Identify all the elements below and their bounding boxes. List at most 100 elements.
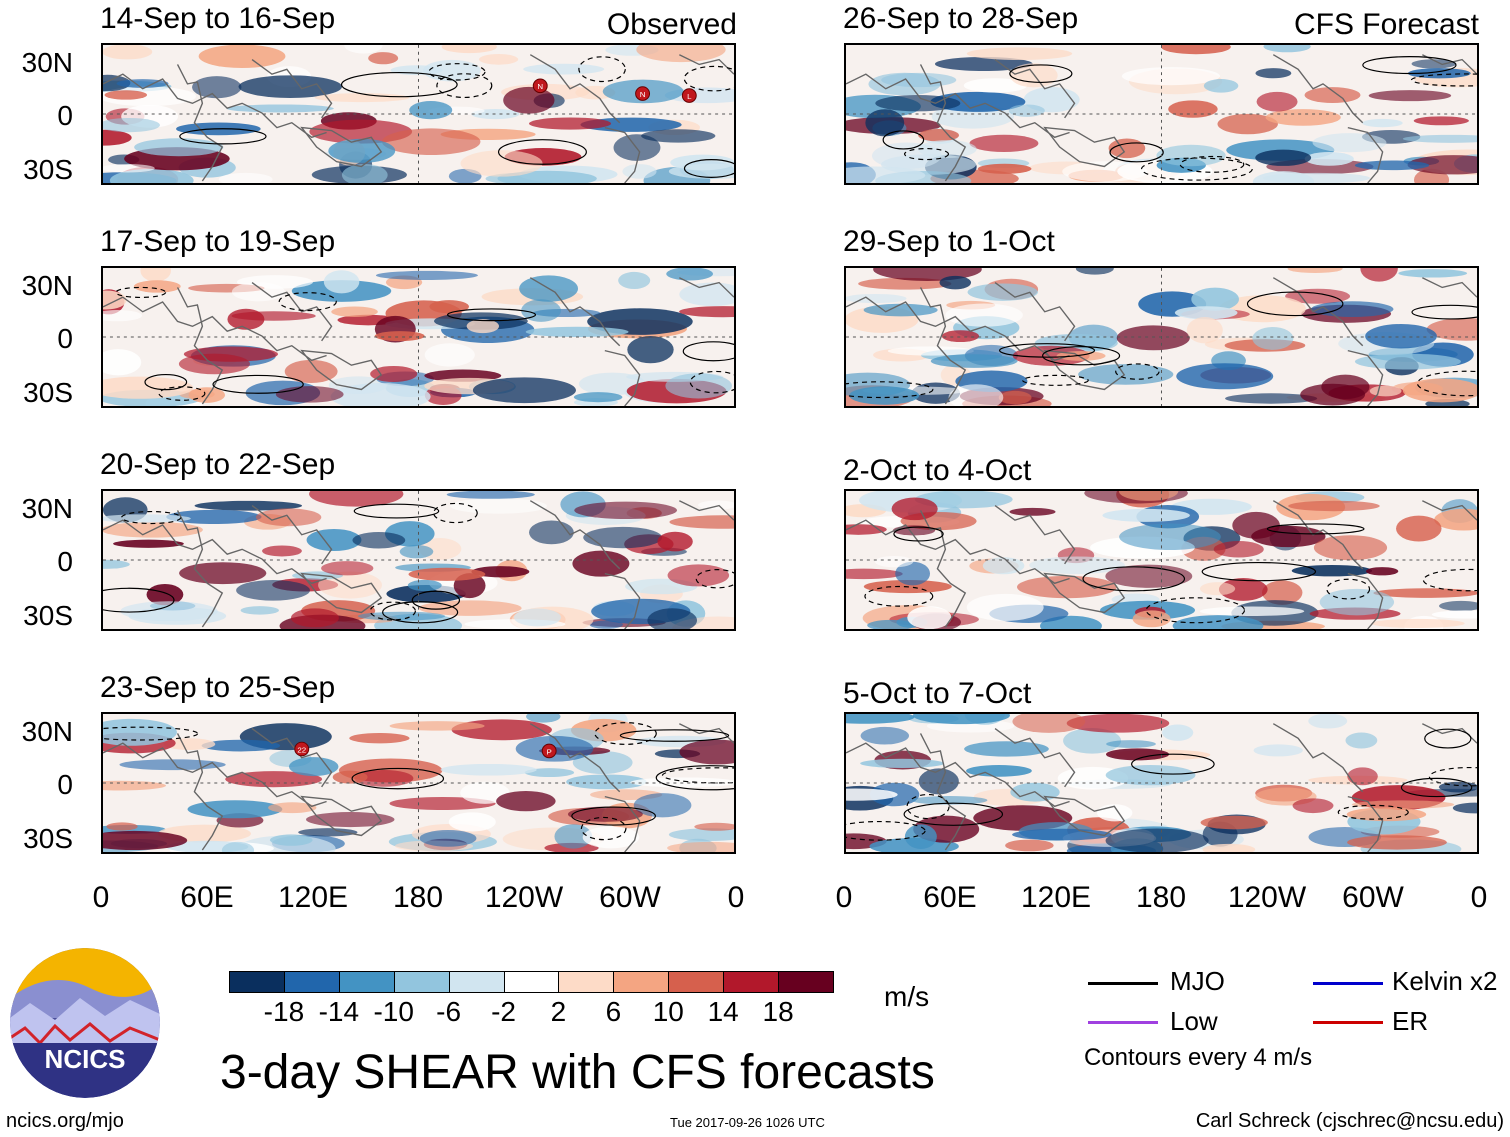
coastline xyxy=(994,728,1076,788)
shear-field-blob xyxy=(669,515,734,529)
storm-marker-label: 22 xyxy=(297,745,306,754)
mjo-contour xyxy=(1179,155,1245,173)
shear-field-blob xyxy=(1262,580,1303,605)
shear-field-blob xyxy=(133,280,181,293)
coastline xyxy=(1043,349,1126,391)
legend-label-low: Low xyxy=(1170,1006,1218,1036)
shear-field-blob xyxy=(471,566,530,578)
coastline xyxy=(103,73,327,139)
shear-field-blob xyxy=(1413,116,1469,126)
lon-label: 180 xyxy=(392,881,444,914)
shear-field-blob xyxy=(1119,491,1179,501)
mjo-contour xyxy=(212,374,304,394)
shear-field-blob xyxy=(289,757,339,777)
shear-field-blob xyxy=(446,491,535,499)
shear-field-blob xyxy=(103,310,142,322)
mjo-contour xyxy=(353,503,440,519)
mjo-contour xyxy=(1411,304,1477,320)
mjo-contour xyxy=(433,502,478,524)
shear-field-blob xyxy=(865,109,905,137)
shear-field-blob xyxy=(1005,839,1054,852)
coastline xyxy=(919,510,967,628)
coastline xyxy=(1347,349,1384,406)
shear-field-blob xyxy=(523,63,605,75)
shear-field-blob xyxy=(1439,600,1477,612)
coastline xyxy=(176,287,224,405)
shear-field-blob xyxy=(309,491,404,507)
mjo-contour xyxy=(436,73,493,99)
legend-label-kelvin: Kelvin x2 xyxy=(1392,966,1498,996)
map-panel-8 xyxy=(844,712,1479,854)
shear-field-blob xyxy=(221,841,255,852)
lon-label: 180 xyxy=(1135,881,1187,914)
shear-field-blob xyxy=(103,129,132,146)
shear-field-blob xyxy=(1366,567,1399,576)
shear-field-blob xyxy=(231,282,285,302)
storm-marker-label: N xyxy=(640,90,646,99)
shear-field-blob xyxy=(201,739,281,752)
shear-field-blob xyxy=(226,104,334,113)
mjo-contour xyxy=(1021,374,1089,386)
lon-label: 0 xyxy=(727,881,745,914)
coastline xyxy=(1043,795,1126,837)
shear-field-blob xyxy=(407,579,442,592)
coastline xyxy=(846,519,1070,585)
shear-field-blob xyxy=(374,331,425,342)
shear-field-blob xyxy=(298,828,358,837)
shear-field-blob xyxy=(930,354,1018,368)
shear-field-blob xyxy=(106,822,138,831)
shear-field-blob xyxy=(1287,268,1343,273)
shear-field-blob xyxy=(134,138,224,157)
shear-field-blob xyxy=(1108,138,1146,159)
mjo-contour xyxy=(1201,561,1317,582)
shear-field-blob xyxy=(460,150,543,177)
shear-field-blob xyxy=(1300,383,1366,406)
coastline xyxy=(1272,723,1364,793)
shear-field-blob xyxy=(587,308,693,335)
shear-field-blob xyxy=(166,509,262,525)
coastline xyxy=(103,296,327,362)
colorbar-swatch xyxy=(778,971,834,993)
shear-field-blob xyxy=(290,608,339,628)
shear-field-blob xyxy=(863,303,938,317)
shear-field-blob xyxy=(1199,582,1236,596)
shear-field-blob xyxy=(140,268,171,282)
shear-field-blob xyxy=(860,726,910,745)
shear-field-blob xyxy=(1213,541,1264,558)
shear-field-blob xyxy=(1263,45,1311,53)
shear-field-blob xyxy=(1319,588,1395,616)
lat-label-30s: 30S xyxy=(23,154,73,185)
shear-field-blob xyxy=(698,500,734,510)
shear-field-blob xyxy=(1431,610,1477,619)
shear-field-blob xyxy=(554,824,593,849)
shear-field-blob xyxy=(262,545,302,557)
mjo-contour xyxy=(594,722,657,745)
footer-url[interactable]: ncics.org/mjo xyxy=(6,1110,124,1132)
shear-field-blob xyxy=(103,45,153,60)
coastline xyxy=(529,54,621,124)
legend-label-er: ER xyxy=(1392,1006,1429,1036)
shear-field-blob xyxy=(1347,835,1447,850)
mjo-contour xyxy=(382,601,459,624)
colorbar-swatch xyxy=(613,971,670,993)
shear-field-blob xyxy=(939,275,972,290)
shear-field-blob xyxy=(1313,535,1388,561)
shear-field-blob xyxy=(860,758,945,768)
coastline xyxy=(251,728,333,788)
shear-field-blob xyxy=(911,796,988,805)
coastline xyxy=(846,296,1070,362)
shear-field-blob xyxy=(1105,828,1209,852)
storm-marker xyxy=(294,741,310,757)
shear-field-blob xyxy=(1251,525,1326,548)
shear-field-blob xyxy=(103,74,131,92)
shear-field-blob xyxy=(1132,610,1171,628)
shear-field-blob xyxy=(103,830,188,851)
shear-field-blob xyxy=(1008,104,1045,117)
shear-field-blob xyxy=(1191,287,1239,311)
map-panel-5 xyxy=(844,43,1479,185)
shear-field-blob xyxy=(1308,714,1348,729)
shear-field-blob xyxy=(1373,588,1477,598)
shear-field-blob xyxy=(1162,724,1194,741)
coastline xyxy=(1272,500,1364,570)
shear-field-blob xyxy=(846,568,903,580)
